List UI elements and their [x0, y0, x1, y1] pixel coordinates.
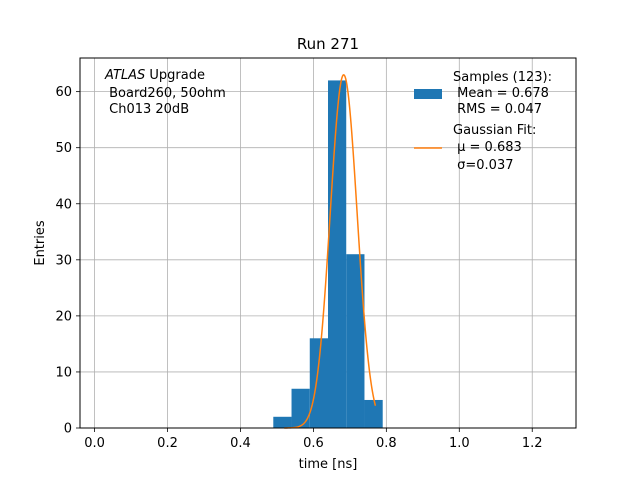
- histogram-bar: [346, 254, 365, 428]
- x-tick-label: 1.2: [522, 436, 543, 451]
- histogram-bar: [309, 338, 328, 428]
- annotation-atlas: ATLAS: [104, 68, 145, 83]
- x-axis-ticks: 0.0 0.2 0.4 0.6 0.8 1.0 1.2: [84, 428, 543, 451]
- x-tick-label: 0.6: [303, 436, 324, 451]
- legend-fit-line-3: σ=0.037: [453, 158, 513, 173]
- y-tick-label: 50: [55, 141, 72, 156]
- x-tick-label: 0.0: [84, 436, 105, 451]
- legend-samples-swatch: [414, 89, 442, 99]
- annotation-box: ATLAS Upgrade Board260, 50ohm Ch013 20dB: [104, 68, 226, 117]
- histogram-bar: [328, 80, 347, 428]
- annotation-line-1: ATLAS Upgrade: [104, 68, 205, 83]
- histogram-bar: [291, 388, 310, 428]
- annotation-line-2: Board260, 50ohm: [105, 86, 226, 101]
- legend-samples-line-1: Samples (123):: [453, 70, 552, 85]
- chart-title: Run 271: [297, 35, 359, 53]
- plot-frame: [79, 57, 577, 429]
- y-axis-label: Entries: [33, 220, 48, 266]
- y-tick-label: 10: [55, 365, 72, 380]
- annotation-upgrade: Upgrade: [145, 68, 205, 83]
- legend-fit-line-2: μ = 0.683: [453, 140, 522, 155]
- gaussian-fit-curve: [284, 73, 377, 429]
- x-tick-label: 0.4: [230, 436, 251, 451]
- legend-samples-line-3: RMS = 0.047: [453, 102, 542, 117]
- y-tick-label: 40: [55, 197, 72, 212]
- legend: Samples (123): Mean = 0.678 RMS = 0.047 …: [414, 70, 552, 173]
- y-tick-label: 0: [64, 422, 72, 437]
- x-tick-label: 0.8: [376, 436, 397, 451]
- y-tick-label: 20: [55, 309, 72, 324]
- x-axis-label: time [ns]: [299, 457, 358, 472]
- x-tick-label: 1.0: [449, 436, 470, 451]
- y-tick-label: 60: [55, 85, 72, 100]
- x-tick-label: 0.2: [157, 436, 178, 451]
- histogram-bar: [273, 416, 292, 428]
- histogram-bar: [364, 399, 383, 428]
- legend-fit-line-1: Gaussian Fit:: [453, 123, 536, 138]
- legend-samples-line-2: Mean = 0.678: [453, 86, 549, 101]
- y-axis-ticks: 0 10 20 30 40 50 60: [55, 85, 80, 437]
- annotation-line-3: Ch013 20dB: [105, 102, 189, 117]
- y-tick-label: 30: [55, 253, 72, 268]
